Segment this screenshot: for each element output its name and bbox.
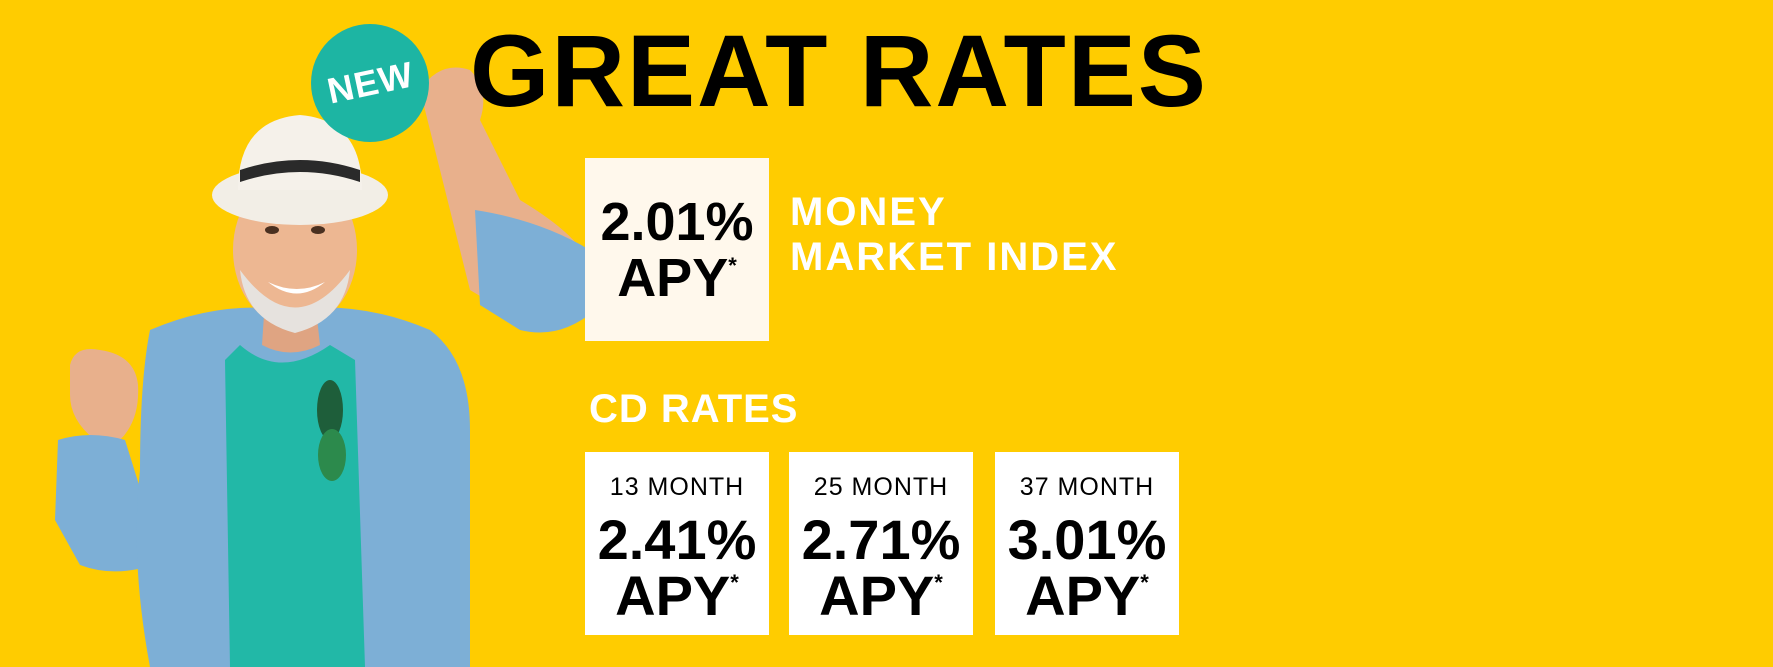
page-title: GREAT RATES [470,14,1208,128]
asterisk: * [934,570,943,595]
asterisk: * [1140,570,1149,595]
cd-rate: 2.71% [801,508,961,571]
asterisk: * [730,570,739,595]
money-market-label-line2: MARKET INDEX [790,234,1119,279]
apy-label: APY [617,247,729,308]
new-badge-label: NEW [323,53,417,112]
asterisk: * [728,252,737,278]
cd-rate-box-25: 25 MONTH 2.71% APY* [789,452,973,635]
cd-term: 13 MONTH [609,473,745,501]
money-market-label: MONEY MARKET INDEX [790,190,1118,280]
money-market-label-line1: MONEY [790,190,947,234]
money-market-rate: 2.01% [600,191,754,252]
cd-rate-box-13: 13 MONTH 2.41% APY* [585,452,769,635]
cd-apy: APY* [615,568,739,624]
cd-term: 37 MONTH [1019,473,1155,501]
apy-label: APY [819,564,935,627]
money-market-rate-box: 2.01% APY* [585,158,769,341]
cd-apy: APY* [1025,568,1149,624]
cd-rates-heading: CD RATES [589,387,799,431]
cd-rate-box-37: 37 MONTH 3.01% APY* [995,452,1179,635]
new-badge: NEW [311,24,429,142]
smiling-man-icon [55,67,595,667]
apy-label: APY [615,564,731,627]
money-market-apy: APY* [617,251,737,305]
cd-rate: 3.01% [1007,508,1167,571]
cd-rate: 2.41% [597,508,757,571]
cd-apy: APY* [819,568,943,624]
cd-term: 25 MONTH [813,473,949,501]
apy-label: APY [1025,564,1141,627]
